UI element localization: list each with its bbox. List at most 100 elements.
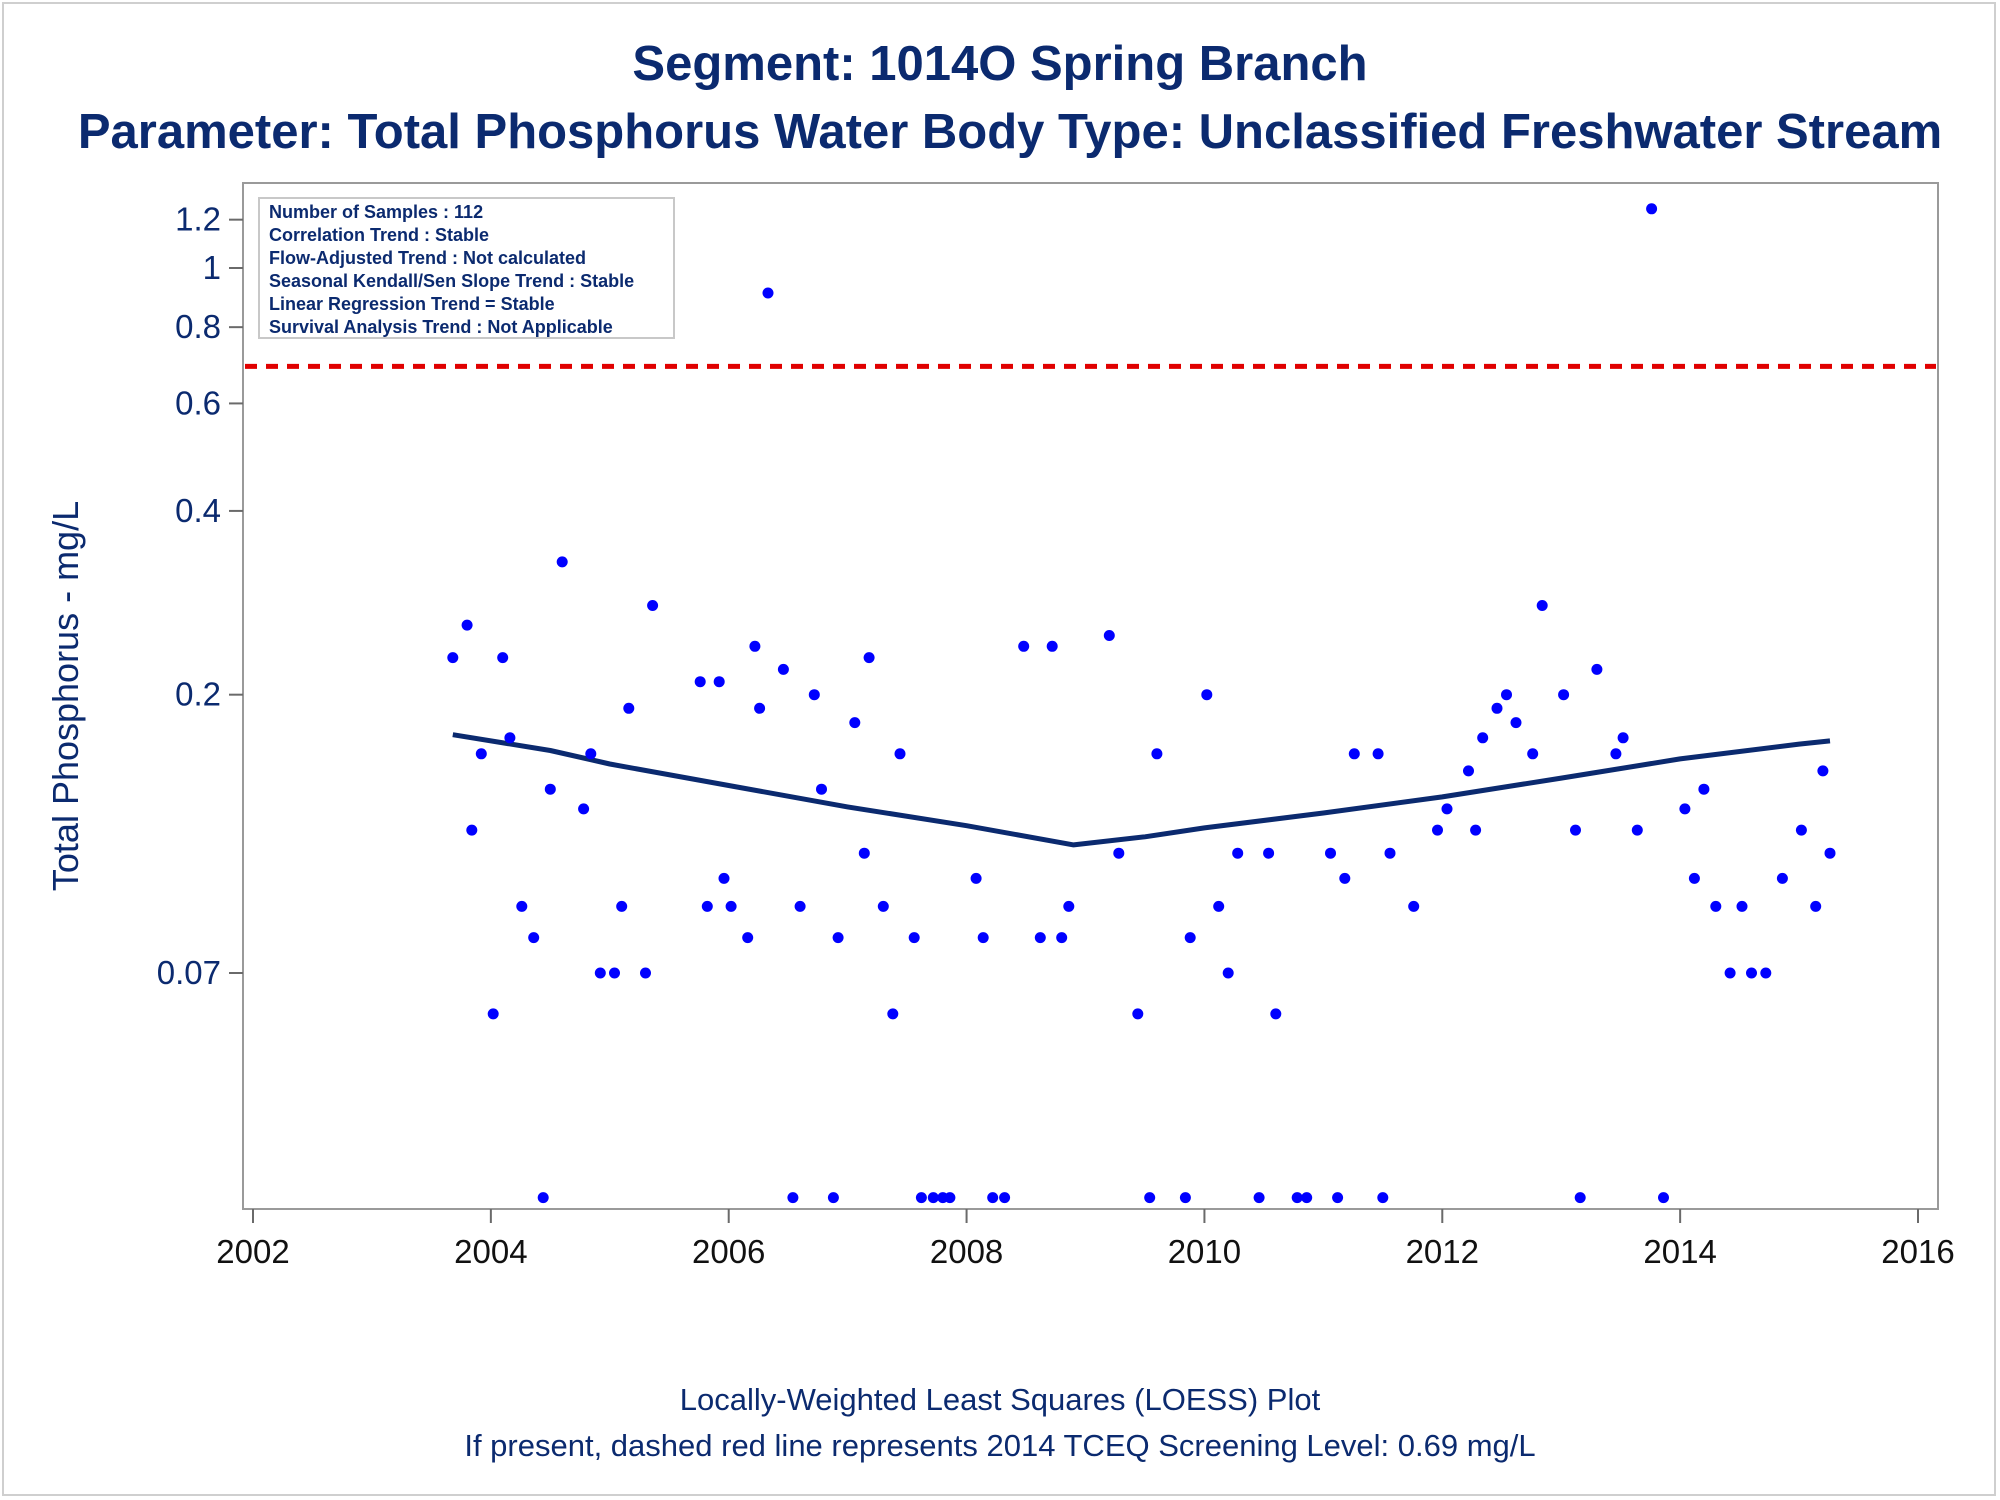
data-point <box>1056 932 1068 944</box>
data-point <box>1348 748 1360 760</box>
data-point <box>1570 824 1581 836</box>
data-point <box>1824 847 1836 859</box>
data-point <box>1646 203 1658 215</box>
data-point <box>1213 900 1225 912</box>
footnote-loess: Locally-Weighted Least Squares (LOESS) P… <box>679 1382 1321 1417</box>
stats-annotation-line: Number of Samples : 112 <box>269 202 483 222</box>
data-point <box>1201 689 1213 701</box>
data-point <box>623 702 635 714</box>
data-point <box>1291 1192 1303 1204</box>
data-point <box>827 1192 839 1204</box>
data-point <box>594 967 606 979</box>
stats-annotation-box <box>258 197 675 339</box>
data-point <box>713 676 725 688</box>
points-group <box>447 203 1836 1204</box>
data-point <box>718 872 730 884</box>
data-point <box>858 847 870 859</box>
data-point <box>1408 900 1420 912</box>
data-point <box>475 748 487 760</box>
data-point <box>908 932 920 944</box>
data-point <box>1491 702 1503 714</box>
data-point <box>1710 900 1722 912</box>
data-point <box>1776 872 1788 884</box>
data-point <box>1034 932 1046 944</box>
data-point <box>1527 748 1539 760</box>
data-point <box>1746 967 1757 979</box>
data-point <box>516 900 528 912</box>
data-point <box>466 824 478 836</box>
data-point <box>1377 1192 1389 1204</box>
data-point <box>915 1192 927 1204</box>
data-point <box>1736 900 1748 912</box>
data-point <box>1698 783 1710 795</box>
x-tick-label: 2014 <box>1643 1233 1716 1270</box>
data-point <box>1463 765 1474 777</box>
data-point <box>894 748 906 760</box>
stats-annotation-group: Number of Samples : 112 Correlation Trend… <box>258 197 675 339</box>
data-point <box>1222 967 1234 979</box>
data-point <box>944 1192 956 1204</box>
data-point <box>816 783 827 795</box>
data-point <box>1232 847 1244 859</box>
y-tick-label: 0.07 <box>157 954 221 991</box>
data-point <box>1132 1008 1144 1020</box>
y-tick-label: 0.2 <box>175 676 221 713</box>
x-tick-label: 2002 <box>216 1233 289 1270</box>
data-point <box>537 1192 549 1204</box>
data-point <box>742 932 754 944</box>
y-axis-label-group: Total Phosphorus - mg/L <box>45 501 86 891</box>
axes-group: 0.07 0.2 0.4 0.6 0.8 1 1.2 2002 2004 2006 2008 2010… <box>157 182 1955 1270</box>
data-point <box>461 619 473 631</box>
data-point <box>1679 803 1691 815</box>
y-tick-label: 1.2 <box>175 201 221 238</box>
data-point <box>1063 900 1075 912</box>
data-point <box>1332 1192 1344 1204</box>
loess-line-group <box>452 732 1831 848</box>
data-point <box>1253 1192 1265 1204</box>
data-point <box>1179 1192 1191 1204</box>
x-tick-label: 2008 <box>930 1233 1003 1270</box>
data-point <box>832 932 844 944</box>
data-point <box>1325 847 1336 859</box>
data-point <box>1301 1192 1313 1204</box>
data-point <box>1591 663 1603 675</box>
data-point <box>447 652 459 664</box>
data-point <box>808 689 820 701</box>
data-point <box>1184 932 1196 944</box>
data-point <box>1817 765 1829 777</box>
y-tick-label: 0.4 <box>175 492 221 529</box>
y-tick-label: 0.8 <box>175 308 221 345</box>
data-point <box>849 717 861 729</box>
data-point <box>987 1192 999 1204</box>
data-point <box>777 663 789 675</box>
x-tick-label: 2004 <box>454 1233 527 1270</box>
data-point <box>1384 847 1396 859</box>
x-tick-label: 2010 <box>1168 1233 1241 1270</box>
data-point <box>1610 748 1622 760</box>
data-point <box>1760 967 1772 979</box>
data-point <box>609 967 620 979</box>
data-point <box>1477 732 1489 744</box>
data-point <box>1372 748 1384 760</box>
data-point <box>528 932 540 944</box>
stats-annotation-line: Survival Analysis Trend : Not Applicable <box>269 317 613 337</box>
data-point <box>1536 600 1548 611</box>
data-point <box>762 287 774 299</box>
data-point <box>977 932 989 944</box>
chart-subtitle: Parameter: Total Phosphorus Water Body T… <box>77 105 1943 159</box>
data-point <box>1113 847 1125 859</box>
data-point <box>640 967 651 979</box>
data-point <box>927 1192 939 1204</box>
data-point <box>487 1008 499 1020</box>
plot-border <box>242 182 1939 1210</box>
data-point <box>970 872 982 884</box>
data-point <box>1018 640 1030 652</box>
data-point <box>1574 1192 1586 1204</box>
data-point <box>556 556 568 568</box>
data-point <box>787 1192 799 1204</box>
data-point <box>863 652 875 664</box>
data-point <box>578 803 590 815</box>
data-point <box>749 640 761 652</box>
data-point <box>647 600 659 611</box>
